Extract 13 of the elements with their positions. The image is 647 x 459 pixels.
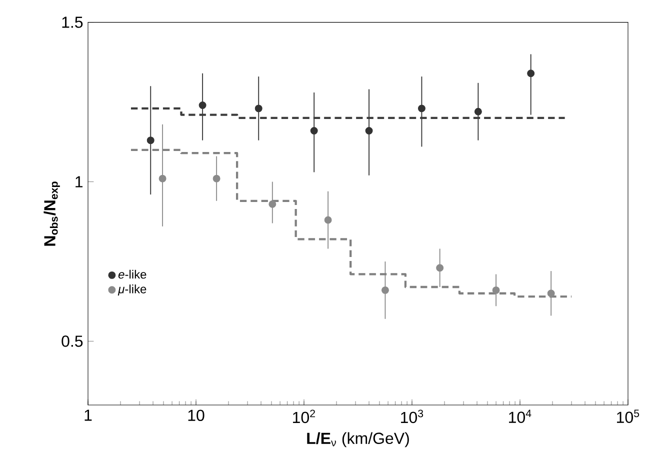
y-tick-label: 1 <box>76 176 83 188</box>
y-tick-label: 1.5 <box>62 16 83 28</box>
x-tick-label: 10$^{3}$ <box>401 410 424 424</box>
legend-label: μ-like <box>118 284 146 296</box>
x-tick-label: 10$^{4}$ <box>509 410 532 423</box>
x-tick-label: 10$^{2}$ <box>293 410 315 424</box>
x-tick-label: 1 <box>84 410 92 421</box>
x-tick-label: 10 <box>188 410 204 422</box>
legend-label: e-like <box>118 270 146 279</box>
y-axis-title: N$_{obs}$/N$_{exp}$ <box>44 182 60 246</box>
x-tick-label: 10$^{5}$ <box>617 410 640 423</box>
x-axis-title: L/E$_{ν}$ (km/GeV) <box>307 432 409 448</box>
y-tick-label: 0.5 <box>62 336 83 347</box>
